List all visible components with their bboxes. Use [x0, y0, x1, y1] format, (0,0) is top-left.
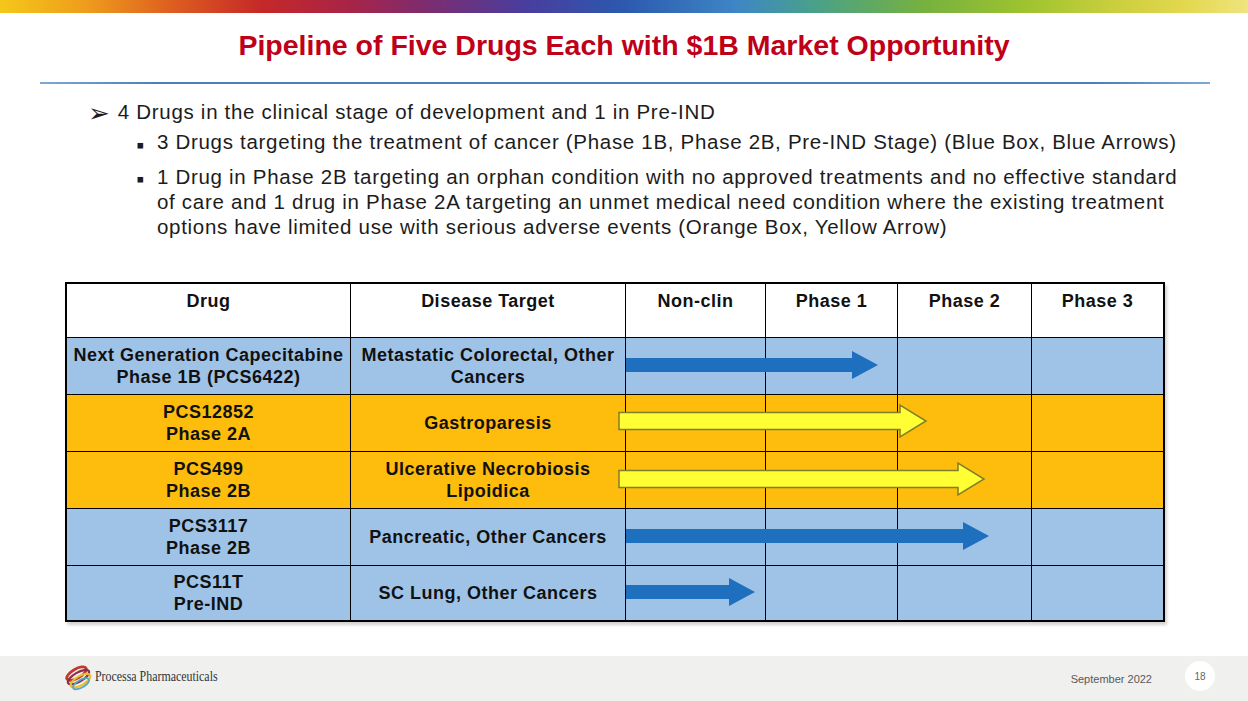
phase-cell: [625, 451, 765, 508]
disease-cell: Gastroparesis: [350, 394, 625, 451]
bullet-main-text: 4 Drugs in the clinical stage of develop…: [118, 100, 716, 124]
phase-cell: [765, 508, 897, 565]
phase-cell: [765, 394, 897, 451]
drug-cell: Next Generation CapecitabinePhase 1B (PC…: [67, 337, 350, 394]
drug-cell: PCS12852Phase 2A: [67, 394, 350, 451]
drug-cell: PCS3117Phase 2B: [67, 508, 350, 565]
phase-cell: [897, 337, 1031, 394]
bullet-sub1-text: 3 Drugs targeting the treatment of cance…: [157, 130, 1177, 154]
phase-cell: [1031, 337, 1163, 394]
phase-cell: [765, 565, 897, 620]
col-header-disease-target: Disease Target: [350, 284, 625, 337]
phase-cell: [897, 508, 1031, 565]
phase-cell: [897, 451, 1031, 508]
page-number: 18: [1194, 671, 1205, 682]
bullet-sub1: ■ 3 Drugs targeting the treatment of can…: [137, 130, 1177, 154]
phase-cell: [625, 394, 765, 451]
phase-cell: [1031, 394, 1163, 451]
slide-title: Pipeline of Five Drugs Each with $1B Mar…: [0, 28, 1248, 62]
drug-cell: PCS499Phase 2B: [67, 451, 350, 508]
arrow-bullet-icon: ➢: [88, 101, 110, 125]
disease-cell: SC Lung, Other Cancers: [350, 565, 625, 620]
title-divider-line: [40, 82, 1210, 84]
pipeline-table: DrugDisease TargetNon-clinPhase 1Phase 2…: [65, 282, 1165, 622]
phase-cell: [625, 337, 765, 394]
phase-cell: [1031, 565, 1163, 620]
disease-cell: Pancreatic, Other Cancers: [350, 508, 625, 565]
col-header-drug: Drug: [67, 284, 350, 337]
company-name: Processa Pharmaceuticals: [95, 667, 218, 687]
col-header-phase-3: Phase 3: [1031, 284, 1163, 337]
page-number-badge: 18: [1185, 661, 1215, 691]
phase-cell: [765, 337, 897, 394]
phase-cell: [625, 565, 765, 620]
phase-cell: [1031, 451, 1163, 508]
footer-date: September 2022: [1022, 669, 1152, 689]
bullet-sub2-text: 1 Drug in Phase 2B targeting an orphan c…: [157, 164, 1177, 239]
bullet-sub2: ■ 1 Drug in Phase 2B targeting an orphan…: [137, 164, 1177, 239]
col-header-phase-1: Phase 1: [765, 284, 897, 337]
company-logo-icon: [64, 662, 94, 694]
phase-cell: [1031, 508, 1163, 565]
phase-cell: [897, 565, 1031, 620]
col-header-phase-2: Phase 2: [897, 284, 1031, 337]
disease-cell: Metastatic Colorectal, OtherCancers: [350, 337, 625, 394]
bullet-main: ➢ 4 Drugs in the clinical stage of devel…: [88, 100, 715, 124]
col-header-non-clin: Non-clin: [625, 284, 765, 337]
phase-cell: [897, 394, 1031, 451]
phase-cell: [625, 508, 765, 565]
disease-cell: Ulcerative NecrobiosisLipoidica: [350, 451, 625, 508]
top-gradient-bar: [0, 0, 1248, 13]
square-bullet-icon: ■: [137, 133, 144, 157]
square-bullet-icon: ■: [137, 167, 144, 242]
phase-cell: [765, 451, 897, 508]
drug-cell: PCS11TPre-IND: [67, 565, 350, 620]
